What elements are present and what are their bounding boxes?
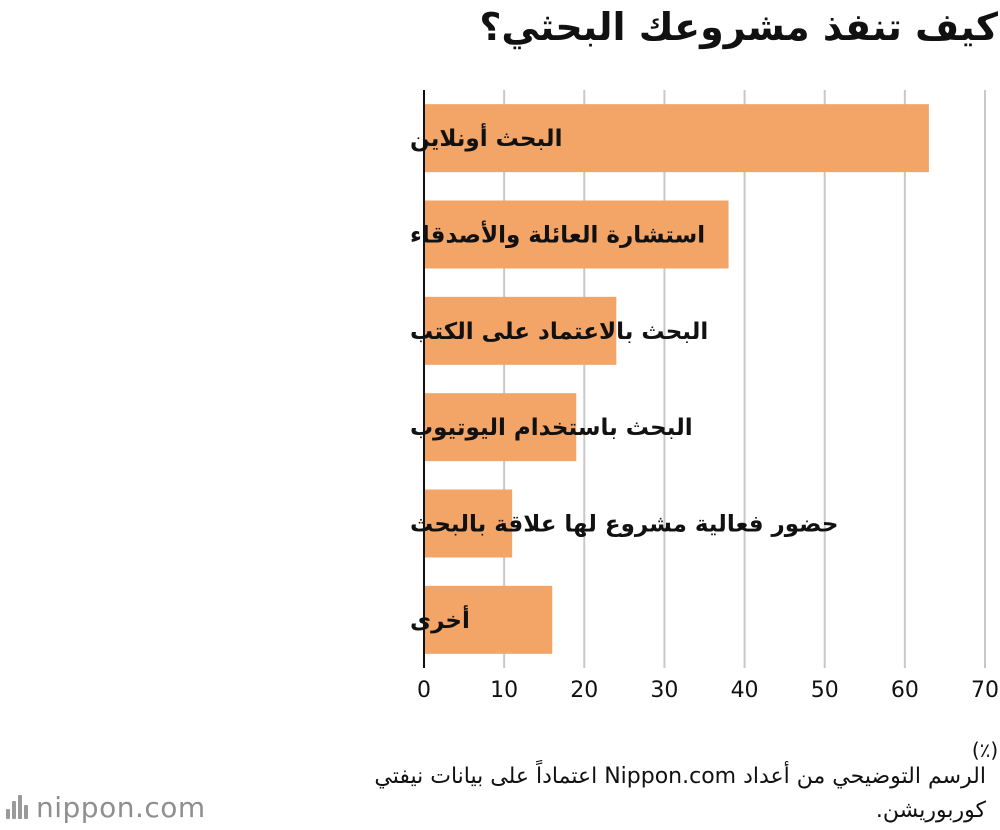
bar [424, 585, 553, 654]
bar [424, 296, 617, 365]
bar [424, 200, 729, 269]
category-label: البحث أونلاين [410, 122, 562, 152]
category-label: أخرى [410, 604, 470, 634]
category-label: البحث بالاعتماد على الكتب [410, 319, 708, 345]
x-tick-label: 70 [971, 678, 999, 703]
grid-lines [503, 90, 986, 668]
bar [424, 489, 513, 558]
logo-bars-icon [6, 795, 28, 819]
x-tick-label: 50 [811, 678, 839, 703]
category-label: استشارة العائلة والأصدقاء [410, 220, 705, 249]
x-tick-label: 0 [417, 678, 431, 703]
x-tick-label: 60 [891, 678, 919, 703]
x-tick-label: 20 [570, 678, 598, 703]
bar [424, 104, 929, 173]
bars [424, 104, 929, 654]
x-tick-label: 10 [490, 678, 518, 703]
category-labels: البحث أونلاين استشارة العائلة والأصدقاء ال… [410, 122, 838, 634]
bar-chart: البحث أونلاين استشارة العائلة والأصدقاء ال… [410, 90, 999, 760]
chart-title: كيف تنفذ مشروعك البحثي؟ [479, 5, 998, 49]
x-tick-labels: 0 10 20 30 40 50 60 70 [417, 678, 999, 703]
source-note: الرسم التوضيحي من أعداد Nippon.com اعتما… [374, 764, 986, 823]
category-label: البحث باستخدام اليوتيوب [410, 415, 693, 441]
category-label: حضور فعالية مشروع لها علاقة بالبحث [410, 512, 838, 538]
x-tick-label: 30 [650, 678, 678, 703]
x-tick-label: 40 [731, 678, 759, 703]
x-unit-label: (٪) [972, 738, 998, 760]
bar [424, 393, 577, 462]
nippon-logo: nippon.com [6, 790, 206, 824]
logo-text: nippon.com [36, 790, 206, 824]
